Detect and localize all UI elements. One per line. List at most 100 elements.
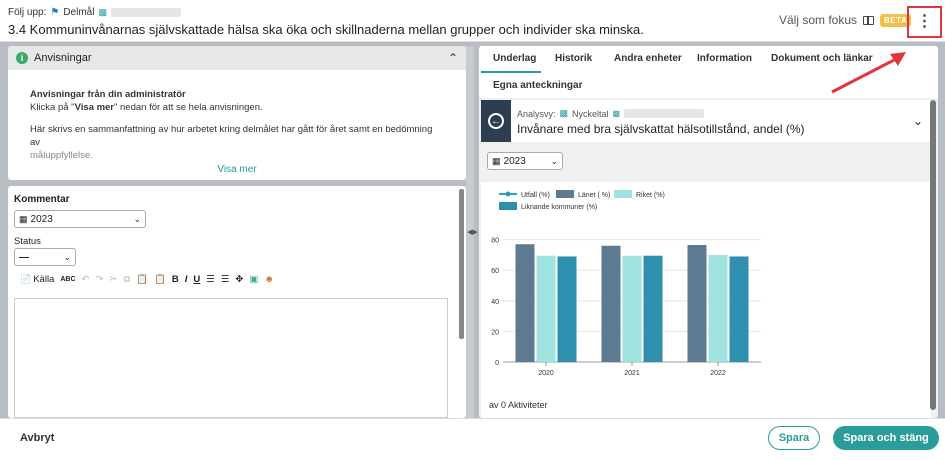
- legend-swatch: [614, 190, 632, 198]
- chevron-down-icon: ⌄: [133, 213, 141, 224]
- tab-underlag[interactable]: Underlag: [493, 53, 537, 64]
- maximize-icon[interactable]: ✥: [235, 274, 244, 285]
- info-icon: i: [16, 52, 28, 64]
- bar: [601, 245, 621, 362]
- status-select[interactable]: — ⌄: [14, 248, 76, 266]
- cut-icon[interactable]: ✂: [109, 274, 118, 285]
- editor-toolbar: 📄 Källa ABC ↶ ↷ ✂ ⧉ 📋 📋 B I U ☰ ☰ ✥ ▣ ☻: [20, 274, 274, 285]
- panel-icon: [863, 15, 875, 25]
- tab-information[interactable]: Information: [697, 53, 752, 64]
- paste-icon[interactable]: 📋: [136, 274, 149, 285]
- tab-egna-anteckningar[interactable]: Egna anteckningar: [493, 80, 583, 91]
- instructions-body: Anvisningar från din administratör Klick…: [8, 70, 466, 162]
- legend-label: Liknande kommuner (%): [521, 204, 597, 211]
- chevron-up-icon[interactable]: ⌃: [447, 51, 458, 65]
- bar: [515, 244, 535, 362]
- numbered-list-icon[interactable]: ☰: [206, 274, 215, 285]
- image-icon[interactable]: ▣: [249, 274, 259, 285]
- breadcrumb-prefix: Följ upp:: [8, 7, 47, 18]
- source-icon: 📄: [20, 274, 32, 284]
- analysis-year-select[interactable]: ▦ 2023 ⌄: [487, 152, 563, 170]
- status-value: —: [19, 251, 29, 263]
- paste-word-icon[interactable]: 📋: [154, 274, 166, 285]
- legend-swatch: [556, 190, 574, 198]
- show-more-link[interactable]: Visa mer: [217, 164, 257, 175]
- chart-container: Utfall (%) Länet ( %) Riket (%) Liknande ko…: [481, 182, 931, 418]
- legend-swatch: [499, 202, 517, 210]
- bar-chart-icon: ▩: [559, 108, 569, 118]
- back-button[interactable]: ←: [481, 100, 511, 142]
- dialog-header: Följ upp: ⚑ Delmål ▩ 3.4 Kommuninvånarna…: [0, 0, 945, 42]
- analysis-kind: Nyckeltal: [572, 108, 609, 119]
- left-scrollbar[interactable]: [459, 189, 464, 339]
- y-tick-label: 80: [491, 238, 499, 245]
- legend-label: Riket (%): [636, 192, 665, 199]
- dialog-footer: Avbryt Spara Spara och stäng: [0, 418, 945, 460]
- breadcrumb-type[interactable]: Delmål: [63, 7, 95, 18]
- bar: [622, 255, 642, 362]
- more-options-button[interactable]: ⋮: [907, 6, 942, 38]
- bar: [687, 245, 707, 362]
- analysis-header[interactable]: ← Analysvy: ▩ Nyckeltal ▩ Invånare med b…: [481, 100, 931, 142]
- instructions-title: Anvisningar: [34, 52, 92, 64]
- save-and-close-button[interactable]: Spara och stäng: [833, 426, 939, 450]
- click-instruction: Klicka på "Visa mer" nedan för att se he…: [30, 102, 263, 113]
- breadcrumb: Följ upp: ⚑ Delmål ▩: [8, 7, 181, 18]
- bold-icon[interactable]: B: [171, 274, 179, 285]
- right-scrollbar[interactable]: [930, 100, 936, 410]
- calendar-icon: ▦: [492, 155, 501, 166]
- comment-editor[interactable]: [14, 298, 448, 418]
- undo-icon[interactable]: ↶: [81, 274, 90, 285]
- tab-dokument[interactable]: Dokument och länkar: [771, 53, 873, 64]
- instructions-header[interactable]: i Anvisningar ⌃: [8, 46, 466, 70]
- legend-label: Länet ( %): [578, 192, 610, 199]
- x-tick-label: 2021: [624, 370, 640, 377]
- page-title: 3.4 Kommuninvånarnas självskattade hälsa…: [8, 22, 644, 37]
- legend-swatch-dot: [505, 191, 511, 197]
- resize-handle-icon[interactable]: ◀▶: [467, 229, 478, 236]
- focus-toggle[interactable]: Välj som fokus BETA: [779, 13, 912, 27]
- y-tick-label: 20: [491, 329, 499, 336]
- bar: [729, 256, 749, 362]
- chevron-down-icon: ⌄: [63, 251, 71, 262]
- year-value: 2023: [30, 213, 53, 225]
- chevron-down-icon[interactable]: ⌄: [912, 114, 923, 128]
- user-icon[interactable]: ☻: [264, 274, 275, 285]
- italic-icon[interactable]: I: [184, 274, 188, 285]
- active-tab-indicator: [481, 71, 541, 73]
- x-tick-label: 2020: [538, 370, 554, 377]
- arrow-left-icon: ←: [488, 113, 504, 129]
- y-tick-label: 60: [491, 268, 499, 275]
- bar: [557, 256, 577, 362]
- hierarchy-icon: ▩: [612, 109, 621, 118]
- tab-andra-enheter[interactable]: Andra enheter: [614, 53, 682, 64]
- redo-icon[interactable]: ↷: [95, 274, 104, 285]
- hierarchy-icon: ▩: [98, 7, 107, 17]
- analysis-title: Invånare med bra självskattat hälsotills…: [517, 122, 805, 136]
- focus-label[interactable]: Välj som fokus: [779, 13, 858, 27]
- legend-label: Utfall (%): [521, 192, 550, 199]
- underline-icon[interactable]: U: [193, 274, 201, 285]
- source-button[interactable]: 📄 Källa: [20, 274, 55, 285]
- tab-bar: Underlag Historik Andra enheter Informat…: [479, 46, 938, 98]
- calendar-icon: ▦: [19, 213, 28, 224]
- bullet-list-icon[interactable]: ☰: [220, 274, 230, 285]
- comment-label: Kommentar: [14, 194, 70, 205]
- tab-historik[interactable]: Historik: [555, 53, 593, 64]
- analysis-prefix: Analysvy:: [517, 108, 556, 119]
- comment-panel: Kommentar ▦ 2023 ⌄ Status — ⌄ 📄 Källa ABC…: [8, 186, 466, 418]
- bar-chart: Utfall (%) Länet ( %) Riket (%) Liknande ko…: [491, 190, 761, 377]
- x-tick-label: 2022: [710, 370, 726, 377]
- y-tick-label: 0: [495, 360, 499, 367]
- redacted-name: [624, 109, 705, 118]
- year-select[interactable]: ▦ 2023 ⌄: [14, 210, 146, 228]
- panel-divider[interactable]: ◀▶: [466, 46, 478, 418]
- analysis-year-value: 2023: [503, 155, 526, 167]
- flag-icon: ⚑: [50, 7, 60, 18]
- save-button[interactable]: Spara: [768, 426, 820, 450]
- copy-icon[interactable]: ⧉: [123, 274, 131, 285]
- summary-fade: måluppfyllelse.: [30, 150, 93, 161]
- summary-text: Här skrivs en sammanfattning av hur arbe…: [30, 124, 433, 148]
- cancel-button[interactable]: Avbryt: [20, 432, 55, 444]
- spellcheck-icon[interactable]: ABC: [60, 276, 76, 283]
